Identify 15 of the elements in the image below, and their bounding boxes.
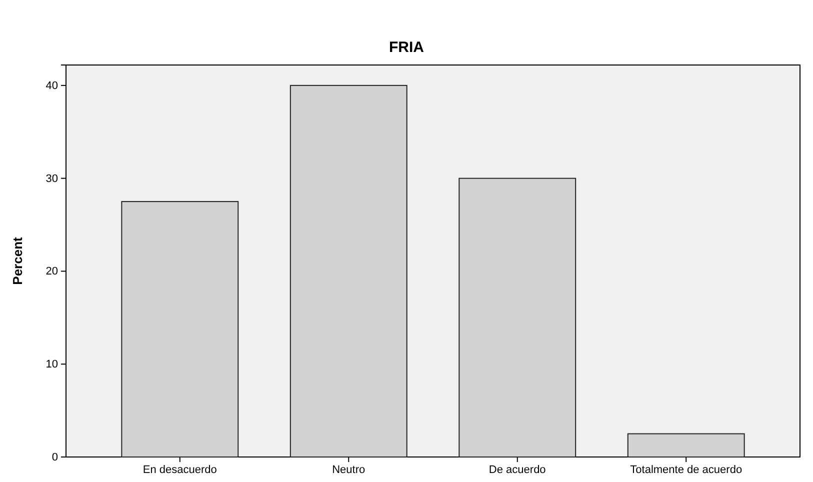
bar [290, 84, 408, 458]
x-tick-label: En desacuerdo [142, 464, 217, 476]
x-tick-label: De acuerdo [488, 464, 546, 476]
x-tick-label: Totalmente de acuerdo [630, 464, 742, 476]
y-tick-label: 20 [46, 266, 58, 278]
chart-title: FRIA [389, 39, 424, 56]
y-tick-label: 30 [46, 172, 58, 185]
bar [121, 201, 239, 458]
x-tick-label: Neutro [332, 464, 366, 476]
y-tick-label: 0 [52, 452, 58, 464]
y-axis-title: Percent [10, 236, 25, 285]
y-tick-label: 10 [46, 358, 58, 371]
bar [627, 433, 745, 458]
bar [458, 178, 576, 458]
y-tick-label: 40 [46, 80, 58, 92]
